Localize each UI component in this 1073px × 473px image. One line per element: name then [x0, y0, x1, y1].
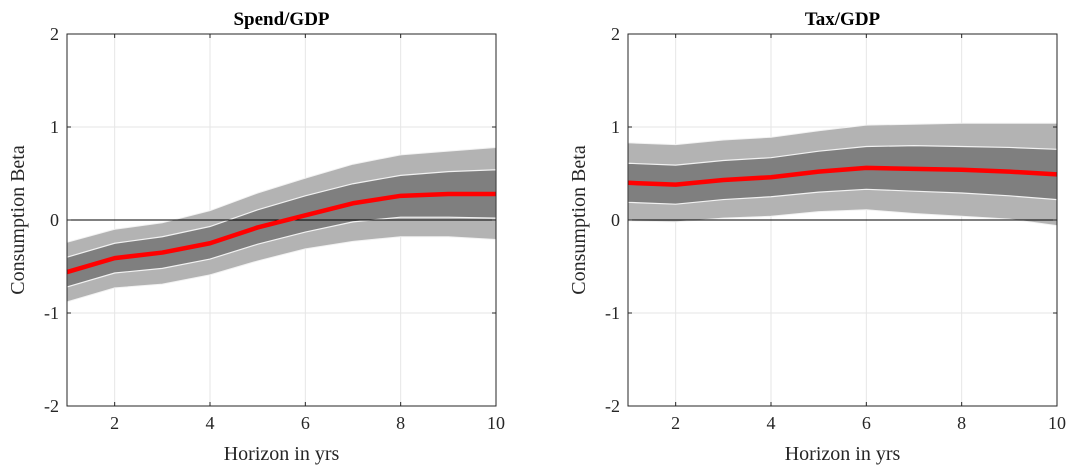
chart-panel-2: 2 4 6 8 10 -2 -1 0 1 2 Tax/GDP Horizon in yrs Consum…: [568, 9, 1066, 465]
series-line: [66, 191, 496, 275]
x-axis-label: Horizon in yrs: [785, 443, 901, 465]
x-tick-label: 6: [862, 413, 871, 433]
y-tick-label: -1: [44, 303, 59, 323]
x-tick-label: 10: [1048, 413, 1066, 433]
y-tick-label: -1: [605, 303, 620, 323]
y-tick-label: 1: [50, 117, 59, 137]
y-tick-label: 2: [611, 24, 620, 44]
x-tick-label: 8: [396, 413, 405, 433]
x-tick-label: 4: [767, 413, 776, 433]
panel-title: Tax/GDP: [805, 9, 881, 30]
y-tick-label: 1: [611, 117, 620, 137]
x-tick-label: 8: [957, 413, 966, 433]
chart-panel-1: 2 4 6 8 10 -2 -1 0 1 2 Spend/GDP Horizon in yrs Cons…: [7, 9, 505, 465]
y-tick-label: 0: [611, 210, 620, 230]
x-axis-label: Horizon in yrs: [224, 443, 340, 465]
y-tick-label: -2: [44, 396, 59, 416]
x-tick-label: 4: [206, 413, 215, 433]
x-tick-label: 6: [301, 413, 310, 433]
y-axis-label: Consumption Beta: [568, 145, 590, 295]
y-tick-label: -2: [605, 396, 620, 416]
panel-title: Spend/GDP: [233, 9, 329, 30]
y-axis-label: Consumption Beta: [7, 145, 29, 295]
x-tick-label: 2: [671, 413, 680, 433]
y-tick-label: 2: [50, 24, 59, 44]
series-line: [627, 165, 1058, 187]
x-tick-label: 2: [110, 413, 119, 433]
y-tick-label: 0: [50, 210, 59, 230]
x-tick-label: 10: [487, 413, 505, 433]
